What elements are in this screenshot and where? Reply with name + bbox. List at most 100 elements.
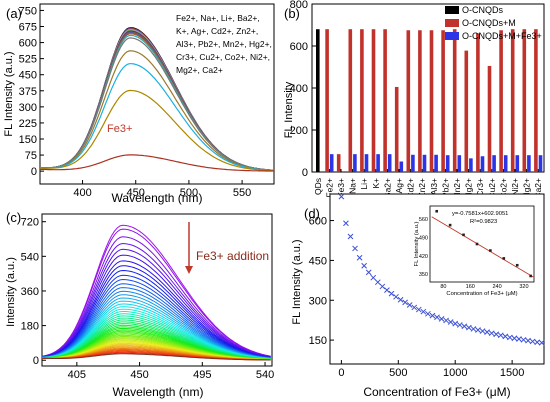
panel-d-point: [447, 319, 454, 325]
inset-fit-line: [431, 216, 534, 278]
panel-d-axes: 0 500 1000 1500 150 300 450 600: [309, 216, 525, 379]
panel-b-bar: [476, 33, 480, 173]
panel-d-point: [538, 339, 545, 346]
panel-d: (d) FL Intensity (a.u.) Concentration of…: [291, 193, 545, 399]
panel-b-ytick-label: 200: [290, 125, 308, 137]
panel-d-inset: 80 160 240 320 350 420 490 560 y=-0.7581x+602.90…: [414, 205, 535, 297]
panel-c-series-line: [41, 228, 271, 357]
panel-b-bar: [487, 65, 492, 172]
panel-b-bar: [418, 30, 422, 172]
panel-b-bar: [406, 30, 411, 172]
panel-b-legend-label: O-CNQDs+M+Fe3+: [462, 31, 542, 41]
panel-d-point: [493, 331, 500, 338]
panel-c-axes: 405 450 495 540 0 180 360 540 720: [21, 217, 275, 381]
panel-d-point: [452, 320, 459, 327]
inset-frame: [429, 205, 535, 283]
panel-c-xtick-label: 405: [68, 369, 86, 381]
panel-d-point: [374, 279, 381, 286]
panel-d-point: [438, 315, 445, 322]
panel-b-bar: [316, 29, 320, 173]
panel-c-xtick-label: 495: [193, 369, 211, 381]
panel-d-point: [525, 337, 531, 344]
panel-c-arrow-head: [185, 266, 193, 274]
panel-d-points: [338, 193, 545, 346]
panel-a-series: [39, 27, 275, 172]
panel-b-xtick-label: Ba2+: [382, 178, 392, 198]
panel-a-label: (a): [6, 6, 22, 21]
panel-b-xtick-label: Fe3+: [336, 178, 346, 198]
panel-b-legend-label: O-CNQDs+M: [462, 18, 516, 28]
panel-d-ytick-label: 150: [309, 335, 327, 347]
panel-d-point: [470, 326, 477, 332]
inset-point: [475, 242, 479, 246]
panel-a-xtick-label: 450: [127, 187, 145, 199]
inset-xtick-label: 160: [466, 284, 475, 290]
panel-d-point: [338, 193, 345, 200]
panel-b-bar: [538, 155, 543, 172]
panel-d-point: [425, 310, 431, 317]
panel-b-xtick-label: K+: [371, 178, 381, 189]
panel-c-series-line: [41, 283, 271, 359]
panel-a-ytick-label: 225: [19, 118, 37, 130]
inset-point: [502, 257, 506, 260]
panel-d-point: [443, 317, 449, 324]
panel-c-series-line: [41, 269, 271, 358]
panel-c-series-line: [41, 353, 271, 361]
panel-b-bar: [376, 154, 380, 172]
panel-b-xtick-label: Cr3+: [475, 178, 485, 197]
panel-a-series-line: [39, 50, 275, 171]
panel-d-point: [502, 333, 509, 340]
panel-c-series-line: [41, 274, 271, 359]
panel-b-bar: [515, 155, 520, 172]
panel-b-frame: [311, 3, 545, 173]
panel-b-xtick-label: Fe2+: [324, 178, 334, 198]
panel-b-bar: [329, 154, 334, 172]
panel-a-ytick-label: 750: [19, 5, 37, 17]
panel-d-point: [497, 332, 504, 339]
panel-b-legend-swatch: [445, 32, 459, 40]
panel-b-xtick-label: Ni2+: [510, 178, 520, 196]
panel-b-bar: [348, 29, 353, 173]
panel-a-xtick-label: 550: [233, 187, 251, 199]
panel-a-ylabel: FL Intensity (a.u.): [3, 51, 15, 136]
panel-b-legend: O-CNQDs O-CNQDs+M O-CNQDs+M+Fe3+: [445, 5, 542, 41]
panel-d-xtick-label: 1000: [443, 367, 467, 379]
inset-point: [529, 274, 532, 278]
panel-b-bar: [480, 156, 485, 172]
inset-ytick-label: 420: [419, 254, 428, 260]
panel-b-bar: [434, 154, 438, 172]
panel-b-bar: [360, 29, 364, 173]
panel-d-ytick-label: 450: [309, 255, 327, 267]
panel-a-ytick-label: 150: [19, 134, 37, 146]
panel-b-bar: [429, 30, 434, 172]
panel-a-legend-line: Al3+, Pb2+, Mn2+, Hg2+,: [176, 39, 272, 49]
panel-b-bar: [492, 155, 496, 172]
panel-a-ytick-label: 675: [19, 22, 37, 34]
panel-c-label: (c): [6, 210, 21, 225]
panel-b-ytick-label: 600: [290, 41, 308, 53]
panel-b-bar: [399, 161, 404, 172]
inset-r-squared: R²=0.9823: [470, 219, 497, 225]
inset-ytick-label: 490: [419, 235, 428, 241]
panel-b-bar: [383, 29, 387, 173]
panel-d-label: (d): [304, 206, 320, 221]
panel-a: (a) FL Intensity (a.u.) Wavelength (nm) …: [3, 3, 275, 205]
panel-b-xtick-label: QDs: [313, 178, 323, 195]
panel-b-bar: [464, 50, 469, 173]
panel-b-xtick-label: Ag+: [394, 178, 404, 193]
panel-b-bar: [534, 29, 538, 173]
inset-point: [435, 209, 439, 213]
panel-d-point: [516, 336, 522, 342]
panel-b-ytick-label: 400: [290, 83, 308, 95]
panel-d-point: [356, 254, 363, 261]
panel-b-bar: [527, 155, 531, 172]
panel-b-xtick-label: Pb2+: [440, 178, 450, 198]
panel-d-point: [393, 293, 399, 300]
panel-b-xtick-label: Li+: [359, 178, 369, 190]
panel-a-legend-line: Fe2+, Na+, Li+, Ba2+,: [176, 13, 260, 23]
inset-equation: y=-0.7581x+602.9051: [452, 211, 508, 217]
panel-b-xtick-label: Na+: [348, 178, 358, 194]
inset-ylabel: FL Intensity (a.u.): [414, 221, 420, 266]
panel-c-ytick-label: 540: [21, 251, 39, 263]
